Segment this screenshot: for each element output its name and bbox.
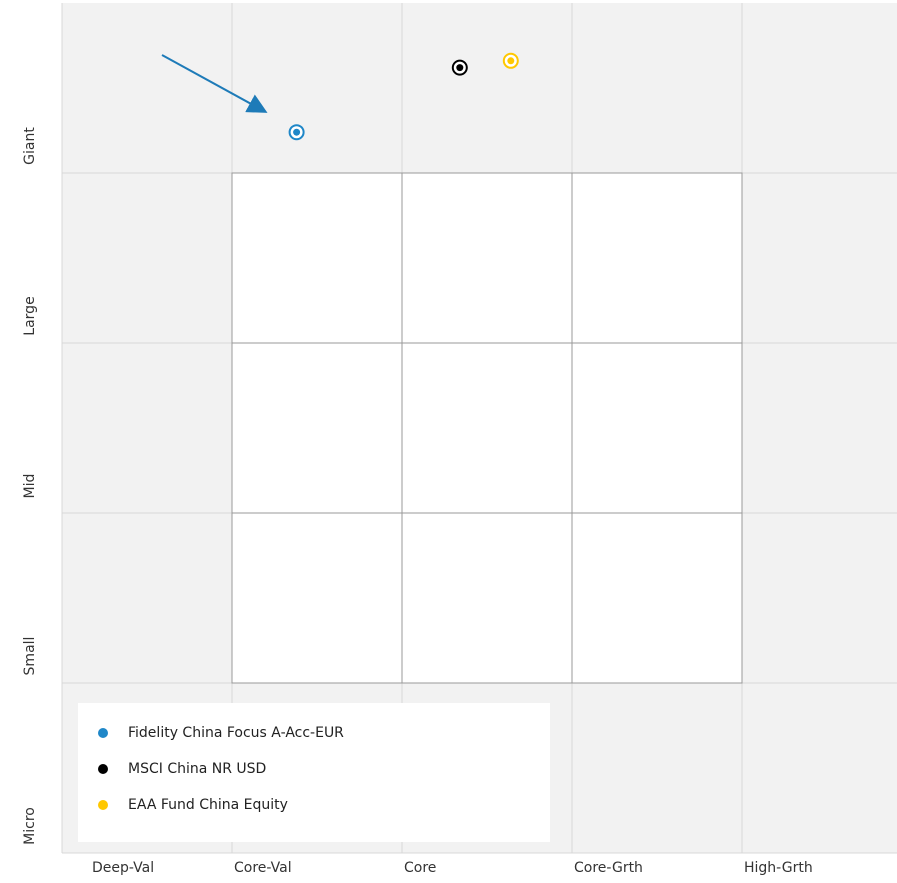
legend-marker <box>98 800 108 810</box>
y-tick-label: Large <box>22 296 38 335</box>
point-center <box>507 57 515 65</box>
legend-label: MSCI China NR USD <box>128 761 266 777</box>
y-tick-label: Mid <box>22 474 38 499</box>
style-box-lines <box>232 173 742 683</box>
point <box>502 52 519 69</box>
x-tick-label: Deep-Val <box>92 860 154 876</box>
y-tick-label: Giant <box>22 127 38 165</box>
arrow <box>161 54 268 113</box>
legend <box>78 703 550 842</box>
legend-label: Fidelity China Focus A-Acc-EUR <box>128 725 344 741</box>
x-tick-label: Core-Grth <box>574 860 643 876</box>
point-center <box>293 128 301 136</box>
x-tick-label: High-Grth <box>744 860 813 876</box>
point <box>288 124 305 141</box>
point <box>451 59 468 76</box>
legend-label: EAA Fund China Equity <box>128 797 288 813</box>
x-tick-label: Core-Val <box>234 860 292 876</box>
x-tick-label: Core <box>404 860 436 876</box>
y-tick-label: Small <box>22 637 38 676</box>
y-tick-label: Micro <box>22 807 38 845</box>
point-center <box>456 64 464 72</box>
legend-marker <box>98 764 108 774</box>
style-box <box>231 172 743 684</box>
legend-marker <box>98 728 108 738</box>
